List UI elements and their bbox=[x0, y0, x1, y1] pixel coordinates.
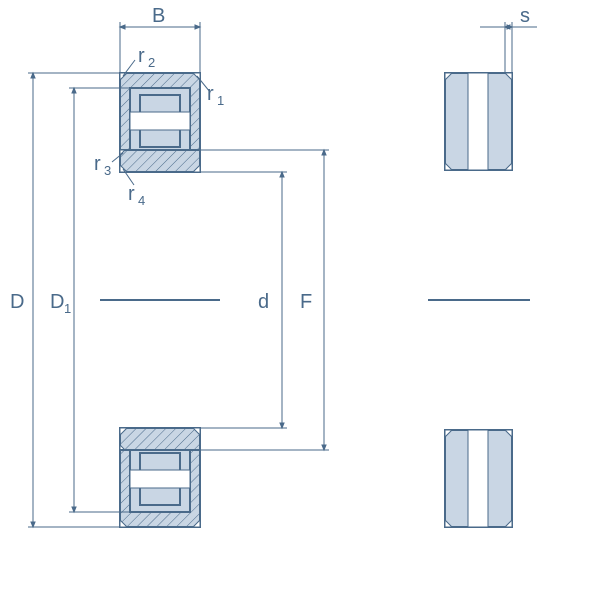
bearing-diagram: D D 1 d F B s r 2 r 1 r 3 r 4 bbox=[0, 0, 600, 600]
svg-text:2: 2 bbox=[148, 55, 155, 70]
svg-text:1: 1 bbox=[217, 93, 224, 108]
label-r2: r 2 bbox=[138, 45, 155, 70]
label-r3: r 3 bbox=[94, 153, 111, 178]
label-s: s bbox=[520, 5, 530, 27]
inner-ring-bottom bbox=[120, 428, 200, 450]
label-B: B bbox=[152, 5, 165, 27]
label-D1: D 1 bbox=[50, 291, 71, 316]
dim-B bbox=[120, 22, 200, 73]
svg-text:D: D bbox=[50, 291, 64, 313]
left-cross-section bbox=[100, 73, 220, 527]
right-side-view bbox=[428, 73, 530, 527]
label-D: D bbox=[10, 291, 24, 313]
cage-top bbox=[130, 112, 190, 130]
svg-text:4: 4 bbox=[138, 193, 145, 208]
svg-text:r: r bbox=[207, 83, 214, 105]
label-r1: r 1 bbox=[207, 83, 224, 108]
svg-text:r: r bbox=[128, 183, 135, 205]
label-d: d bbox=[258, 291, 269, 313]
svg-text:r: r bbox=[94, 153, 101, 175]
svg-text:3: 3 bbox=[104, 163, 111, 178]
label-F: F bbox=[300, 291, 312, 313]
svg-text:r: r bbox=[138, 45, 145, 67]
inner-ring-top bbox=[120, 150, 200, 172]
dim-s bbox=[480, 22, 537, 73]
svg-text:1: 1 bbox=[64, 301, 71, 316]
label-r4: r 4 bbox=[128, 183, 145, 208]
